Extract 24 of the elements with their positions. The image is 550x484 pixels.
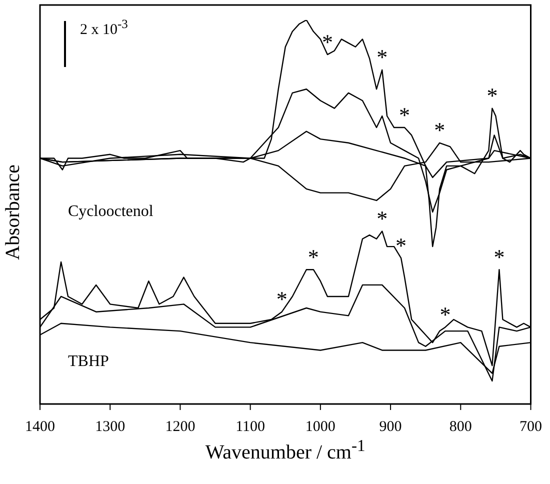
annotation: * [486, 83, 498, 108]
x-tick-label: 1100 [236, 418, 266, 435]
annotation: * [434, 118, 446, 143]
annotation: * [494, 244, 505, 270]
annotation: * [376, 206, 388, 231]
annotation: * [396, 232, 407, 258]
x-tick-label: 1400 [25, 418, 55, 435]
x-tick-label: 900 [379, 418, 402, 435]
annotation: * [276, 286, 288, 312]
annotation: * [308, 244, 319, 270]
annotation: Cyclooctenol [68, 203, 154, 221]
annotation: 2 x 10$^{-3}$ [80, 17, 128, 39]
annotation: * [322, 29, 333, 54]
x-tick-label: 800 [449, 418, 472, 435]
x-tick-label: 1300 [95, 418, 126, 435]
annotation: * [399, 102, 410, 128]
annotation: TBHP [68, 353, 109, 371]
x-tick-label: 1200 [165, 418, 196, 435]
annotation: * [440, 302, 451, 327]
y-axis-title: Absorbance [2, 164, 25, 260]
x-axis-title: Wavenumber / cm$^{-1}$ [205, 436, 366, 465]
annotation: * [376, 44, 388, 70]
x-tick-label: 700 [520, 418, 542, 435]
x-tick-label: 1000 [305, 418, 336, 435]
